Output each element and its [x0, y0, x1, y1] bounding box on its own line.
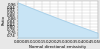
Y-axis label: Ratio: Ratio [2, 15, 6, 25]
X-axis label: Normal directional emissivity: Normal directional emissivity [29, 45, 87, 49]
